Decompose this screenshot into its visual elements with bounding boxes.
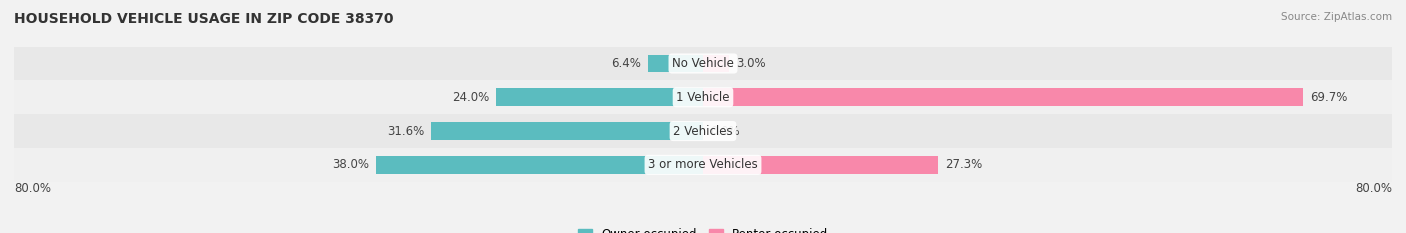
Text: 80.0%: 80.0% <box>14 182 51 195</box>
Text: 3.0%: 3.0% <box>735 57 765 70</box>
Bar <box>496 89 703 106</box>
Text: 80.0%: 80.0% <box>1355 182 1392 195</box>
Text: 31.6%: 31.6% <box>387 125 425 137</box>
Text: 6.4%: 6.4% <box>612 57 641 70</box>
Text: 38.0%: 38.0% <box>332 158 368 171</box>
Text: 24.0%: 24.0% <box>453 91 489 104</box>
Text: 27.3%: 27.3% <box>945 158 983 171</box>
Text: HOUSEHOLD VEHICLE USAGE IN ZIP CODE 38370: HOUSEHOLD VEHICLE USAGE IN ZIP CODE 3837… <box>14 12 394 26</box>
Text: 0.0%: 0.0% <box>710 125 740 137</box>
Text: 69.7%: 69.7% <box>1310 91 1347 104</box>
Text: 2 Vehicles: 2 Vehicles <box>673 125 733 137</box>
Bar <box>648 55 703 72</box>
Legend: Owner-occupied, Renter-occupied: Owner-occupied, Renter-occupied <box>572 224 834 233</box>
Text: Source: ZipAtlas.com: Source: ZipAtlas.com <box>1281 12 1392 22</box>
Bar <box>14 47 1392 80</box>
Bar <box>14 148 1392 182</box>
Bar <box>703 89 1303 106</box>
Text: 1 Vehicle: 1 Vehicle <box>676 91 730 104</box>
Bar <box>430 122 703 140</box>
Bar <box>703 156 938 174</box>
Bar <box>14 114 1392 148</box>
Text: No Vehicle: No Vehicle <box>672 57 734 70</box>
Text: 3 or more Vehicles: 3 or more Vehicles <box>648 158 758 171</box>
Bar <box>703 55 728 72</box>
Bar <box>14 80 1392 114</box>
Bar <box>375 156 703 174</box>
